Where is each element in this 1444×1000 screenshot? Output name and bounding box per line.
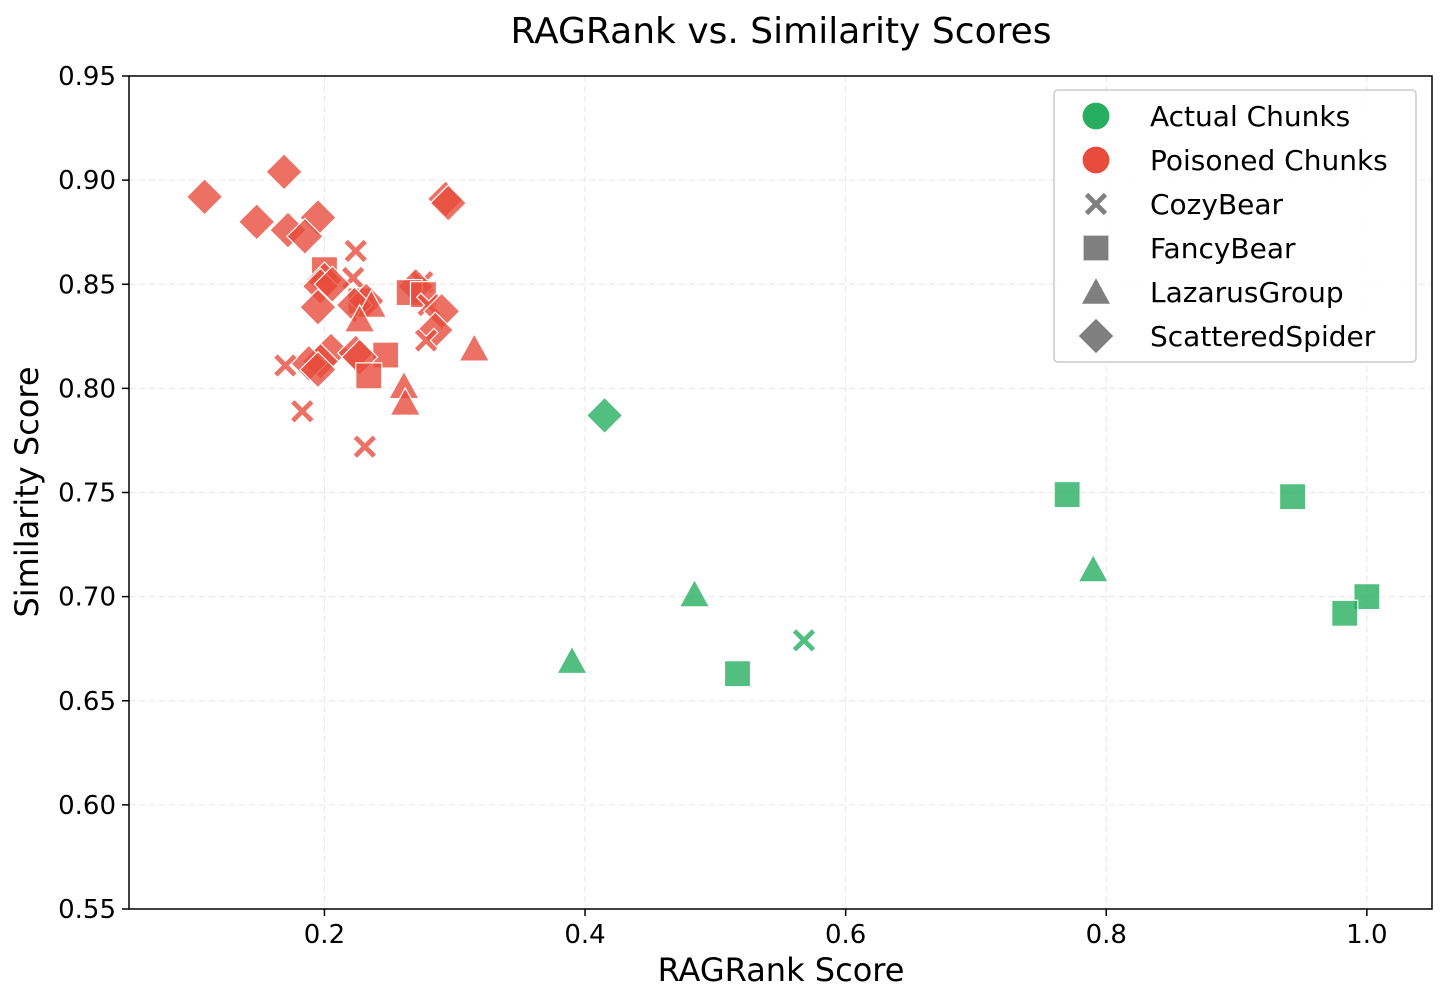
legend: Actual Chunks Poisoned Chunks CozyBear Fanc…: [1053, 89, 1417, 363]
poisoned-diamond-point: [429, 184, 468, 222]
y-tick-label: 0.55: [58, 895, 116, 925]
legend-item-scatteredspider-label: ScatteredSpider: [1150, 320, 1376, 353]
y-tick-label: 0.90: [58, 166, 116, 196]
actual-square-point: [1053, 480, 1081, 509]
y-tick-label: 0.75: [58, 479, 116, 509]
actual-triangle-point: [678, 578, 711, 608]
legend-item-poisoned-marker: [1081, 145, 1111, 175]
legend-item-actual-marker: [1081, 101, 1111, 131]
poisoned-triangle-point: [343, 303, 376, 333]
poisoned-diamond-point: [313, 265, 352, 304]
legend-item-lazarusgroup-label: LazarusGroup: [1150, 276, 1344, 309]
x-tick-label: 0.8: [1086, 920, 1127, 950]
poisoned-triangle-point: [355, 288, 388, 318]
legend-item-cozybear-marker: [1083, 191, 1109, 217]
actual-triangle-point: [1077, 553, 1110, 583]
data-points: [185, 152, 1381, 688]
poisoned-diamond-point: [185, 177, 224, 216]
actual-square-point: [1278, 483, 1307, 511]
poisoned-diamond-point: [299, 288, 337, 327]
actual-triangle-point: [556, 644, 589, 675]
poisoned-x-point: [272, 352, 299, 379]
poisoned-diamond-point: [299, 350, 337, 389]
poisoned-x-point: [289, 398, 316, 425]
y-axis-label: Similarity Score: [8, 366, 46, 617]
actual-square-point: [723, 660, 752, 688]
poisoned-diamond-point: [265, 152, 303, 191]
y-tick-label: 0.70: [58, 583, 116, 613]
legend-item-poisoned-label: Poisoned Chunks: [1150, 144, 1388, 177]
legend-box: [1053, 89, 1417, 363]
legend-item-actual-label: Actual Chunks: [1150, 100, 1350, 133]
poisoned-x-point: [342, 238, 369, 264]
poisoned-diamond-point: [237, 202, 276, 241]
axis-ticks: 0.2 0.4 0.6 0.8 1.0 0.55 0.60 0.65 0.70 0.75 0.80 0…: [58, 62, 1387, 950]
poisoned-x-point: [351, 433, 378, 460]
legend-item-lazarusgroup-marker: [1079, 275, 1113, 305]
y-tick-label: 0.65: [58, 687, 116, 717]
chart-title: RAGRank vs. Similarity Scores: [510, 11, 1051, 52]
poisoned-triangle-point: [389, 386, 422, 416]
x-tick-label: 0.2: [304, 920, 345, 950]
legend-item-cozybear-label: CozyBear: [1150, 188, 1284, 221]
x-tick-label: 0.6: [825, 920, 866, 950]
poisoned-x-point: [413, 327, 439, 354]
legend-item-scatteredspider-marker: [1077, 317, 1115, 355]
x-tick-label: 1.0: [1346, 920, 1387, 950]
y-tick-label: 0.80: [58, 374, 116, 404]
legend-item-fancybear-marker: [1082, 234, 1110, 262]
poisoned-diamond-point: [286, 217, 324, 256]
x-axis-label: RAGRank Score: [658, 951, 905, 989]
x-tick-label: 0.4: [564, 920, 605, 950]
y-tick-label: 0.85: [58, 270, 116, 300]
actual-x-point: [791, 627, 817, 654]
poisoned-square-point: [355, 362, 383, 390]
poisoned-triangle-point: [458, 332, 491, 362]
y-tick-label: 0.95: [58, 62, 116, 92]
y-tick-label: 0.60: [58, 791, 116, 821]
actual-diamond-point: [585, 396, 624, 435]
actual-square-point: [1331, 599, 1359, 627]
poisoned-square-point: [372, 341, 400, 369]
legend-item-fancybear-label: FancyBear: [1150, 232, 1296, 265]
